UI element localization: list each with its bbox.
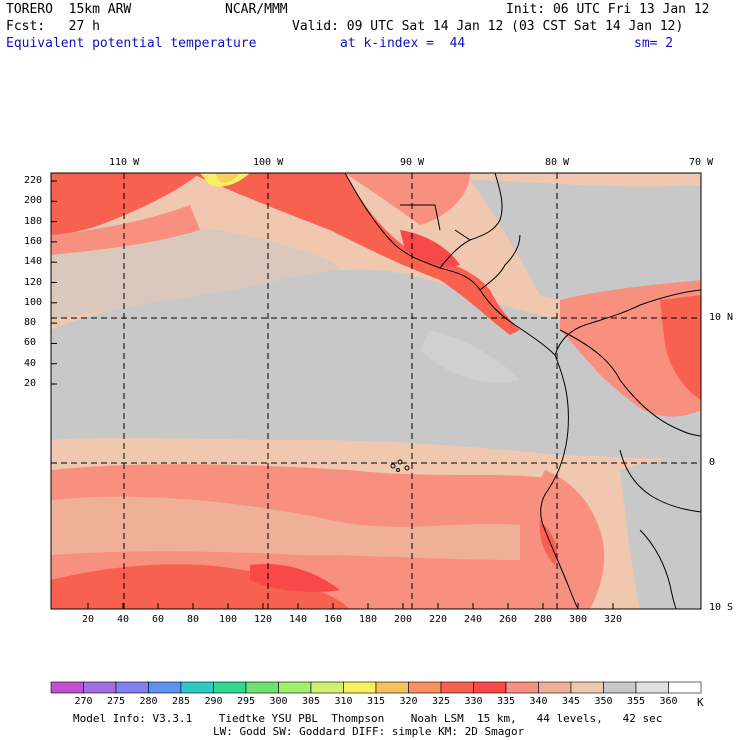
map-plot xyxy=(50,172,702,610)
map-frame xyxy=(50,172,702,610)
colorbar-swatch xyxy=(148,681,182,694)
colorbar-swatch xyxy=(83,681,117,694)
colorbar-label: 345 xyxy=(562,696,581,707)
colorbar-label: 320 xyxy=(399,696,418,707)
colorbar-swatch xyxy=(375,681,409,694)
colorbar-swatch xyxy=(440,681,474,694)
valid-time: Valid: 09 UTC Sat 14 Jan 12 (03 CST Sat … xyxy=(292,19,684,34)
y-grid-label: 160 xyxy=(24,235,43,247)
x-grid-label: 20 xyxy=(82,614,95,625)
field-name: Equivalent potential temperature xyxy=(6,36,257,51)
lon-label-80w: 80 W xyxy=(545,157,570,168)
lat-label-10s: 10 S xyxy=(709,602,734,613)
lon-label-110w: 110 W xyxy=(109,157,140,168)
colorbar-swatch xyxy=(408,681,442,694)
y-grid-label: 20 xyxy=(24,378,37,389)
colorbar-swatch xyxy=(213,681,247,694)
colorbar-swatch xyxy=(180,681,214,694)
colorbar-label: 300 xyxy=(269,696,288,707)
x-grid-label: 260 xyxy=(499,614,518,625)
colorbar-label: 350 xyxy=(594,696,613,707)
colorbar-swatch xyxy=(570,681,604,694)
colorbar-label: 295 xyxy=(237,696,256,707)
colorbar-swatch xyxy=(245,681,279,694)
colorbar-swatch xyxy=(473,681,507,694)
lon-label-90w: 90 W xyxy=(400,157,425,168)
latlon-grid xyxy=(51,173,701,609)
x-grid-label: 300 xyxy=(569,614,588,625)
lon-label-70w: 70 W xyxy=(689,157,714,168)
colorbar-swatch xyxy=(668,681,702,694)
colorbar-label: 275 xyxy=(107,696,126,707)
colorbar-swatch xyxy=(278,681,312,694)
x-grid-label: 80 xyxy=(187,614,200,625)
y-grid-label: 220 xyxy=(24,175,43,186)
forecast-hour: Fcst: 27 h xyxy=(6,19,100,34)
y-grid-label: 120 xyxy=(24,276,43,288)
colorbar-label: 285 xyxy=(172,696,191,707)
colorbar-swatch xyxy=(115,681,149,694)
coastlines xyxy=(344,173,701,609)
center-name: NCAR/MMM xyxy=(225,2,288,17)
colorbar-swatch xyxy=(50,681,84,694)
colorbar-swatch xyxy=(635,681,669,694)
galapagos-islands xyxy=(390,459,410,472)
init-time: Init: 06 UTC Fri 13 Jan 12 xyxy=(506,2,710,17)
colorbar-label: 355 xyxy=(627,696,646,707)
x-grid-label: 140 xyxy=(289,614,308,625)
x-grid-label: 180 xyxy=(359,614,378,625)
colorbar-swatch xyxy=(505,681,539,694)
x-grid-label: 280 xyxy=(534,614,553,625)
colorbar-label: 270 xyxy=(74,696,93,707)
x-grid-label: 40 xyxy=(117,614,130,625)
colorbar-label: 315 xyxy=(367,696,386,707)
x-grid-label: 200 xyxy=(394,614,413,625)
x-grid-label: 320 xyxy=(604,614,623,625)
lat-label-10n: 10 N xyxy=(709,312,734,323)
colorbar-label: 305 xyxy=(302,696,321,707)
y-grid-label: 60 xyxy=(24,337,37,349)
x-grid-label: 60 xyxy=(152,614,165,625)
colorbar-swatch xyxy=(310,681,344,694)
y-grid-label: 40 xyxy=(24,357,37,369)
x-grid-label: 120 xyxy=(254,614,273,625)
model-title: TORERO 15km ARW xyxy=(6,2,132,17)
x-grid-label: 240 xyxy=(464,614,483,625)
physics-info: LW: Godd SW: Goddard DIFF: simple KM: 2D… xyxy=(213,725,525,738)
colorbar-label: 290 xyxy=(204,696,223,707)
colorbar-label: 360 xyxy=(659,696,678,707)
y-grid-label: 100 xyxy=(24,296,43,308)
colorbar-label: 330 xyxy=(464,696,483,707)
colorbar-swatch xyxy=(538,681,572,694)
colorbar-label: 310 xyxy=(334,696,353,707)
lon-label-100w: 100 W xyxy=(253,157,284,168)
lat-label-0: 0 xyxy=(709,457,716,468)
y-grid-label: 200 xyxy=(24,195,43,207)
x-grid-label: 220 xyxy=(429,614,448,625)
x-grid-label: 100 xyxy=(219,614,238,625)
y-grid-label: 140 xyxy=(24,256,43,268)
colorbar-swatch xyxy=(603,681,637,694)
x-grid-label: 160 xyxy=(324,614,343,625)
colorbar-label: 280 xyxy=(139,696,158,707)
grid-ticks xyxy=(51,180,614,609)
y-grid-label: 180 xyxy=(24,215,43,227)
colorbar-label: 335 xyxy=(497,696,516,707)
colorbar-swatch xyxy=(343,681,377,694)
colorbar-label: 340 xyxy=(529,696,548,707)
y-grid-label: 80 xyxy=(24,317,37,329)
k-index: at k-index = 44 xyxy=(340,36,466,51)
theta-e-field xyxy=(51,173,701,609)
smoothing: sm= 2 xyxy=(634,36,674,51)
colorbar-unit: K xyxy=(697,696,704,709)
model-info: Model Info: V3.3.1 Tiedtke YSU PBL Thomp… xyxy=(73,712,663,725)
colorbar-label: 325 xyxy=(432,696,451,707)
